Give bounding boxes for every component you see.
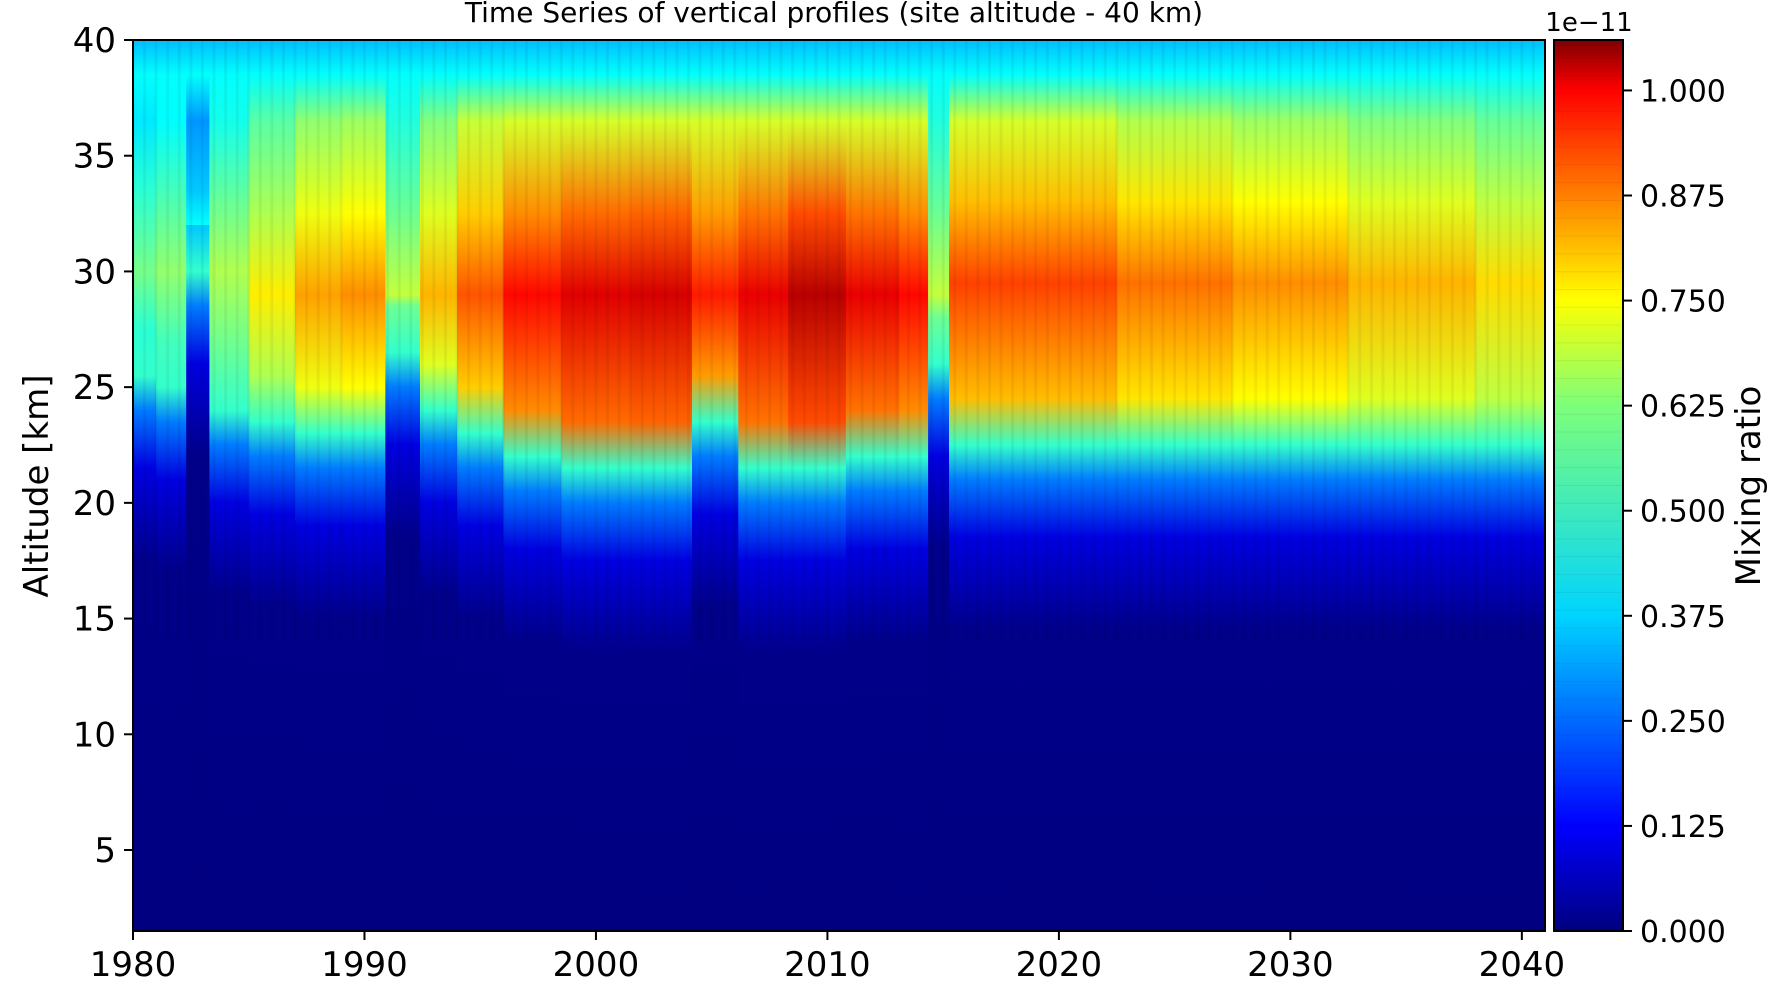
x-tick-label: 2020 xyxy=(1016,945,1103,985)
contour-column xyxy=(630,40,693,931)
y-tick-label: 5 xyxy=(94,831,116,871)
chart-title: Time Series of vertical profiles (site a… xyxy=(464,0,1203,29)
colorbar-tick-label: 0.625 xyxy=(1640,390,1726,425)
contour-column xyxy=(133,40,157,931)
contour-column xyxy=(420,40,458,931)
x-tick-label: 1990 xyxy=(321,945,408,985)
colorbar-tick-label: 0.500 xyxy=(1640,495,1726,530)
colorbar-tick-label: 0.375 xyxy=(1640,600,1726,635)
contour-column xyxy=(209,40,250,931)
x-axis: 1980 1990 2000 2010 2020 2030 2040 xyxy=(90,931,1565,985)
x-tick-label: 2030 xyxy=(1247,945,1334,985)
colorbar-tick-label: 1.000 xyxy=(1640,74,1726,109)
contour-column xyxy=(248,40,296,931)
contour-column xyxy=(1116,40,1234,931)
contour-column xyxy=(341,40,386,931)
contour-column xyxy=(899,40,929,931)
colorbar-ticks: 0.000 0.125 0.250 0.375 0.500 0.625 0.750 0.875… xyxy=(1623,74,1726,950)
contour-column xyxy=(845,40,900,931)
contour-column xyxy=(295,40,342,931)
colorbar-frame xyxy=(1553,39,1624,932)
contour-column xyxy=(561,40,632,931)
y-axis-label: Altitude [km] xyxy=(17,374,57,597)
y-tick-label: 25 xyxy=(73,368,116,408)
contour-column xyxy=(503,40,562,931)
contour-column xyxy=(692,40,739,931)
contour-column xyxy=(156,40,187,931)
contour-line-texture xyxy=(133,40,1535,642)
colorbar-tick-label: 0.750 xyxy=(1640,285,1726,320)
y-tick-label: 30 xyxy=(73,252,116,292)
contour-column xyxy=(738,40,789,931)
colorbar-level-bands xyxy=(1554,57,1623,914)
contour-column xyxy=(457,40,504,931)
x-tick-label: 1980 xyxy=(90,945,177,985)
plot-frame xyxy=(132,39,1546,932)
colorbar-label: Mixing ratio xyxy=(1729,386,1769,587)
contour-plot-area xyxy=(132,39,1546,932)
contour-column xyxy=(928,40,950,931)
y-tick-label: 10 xyxy=(73,715,116,755)
y-axis: 5 10 15 20 25 30 35 40 xyxy=(73,21,133,871)
colorbar-scale-label: 1e−11 xyxy=(1545,8,1632,38)
colorbar-tick-label: 0.000 xyxy=(1640,915,1726,950)
colorbar-tick-label: 0.250 xyxy=(1640,705,1726,740)
contour-column xyxy=(1232,40,1349,931)
contour-column xyxy=(788,40,847,931)
y-tick-label: 20 xyxy=(73,484,116,524)
contour-column xyxy=(1348,40,1477,931)
contour-column xyxy=(186,40,210,931)
contour-column xyxy=(949,40,1014,931)
y-tick-label: 15 xyxy=(73,600,116,640)
colorbar-tick-label: 0.875 xyxy=(1640,180,1726,215)
contour-column xyxy=(385,40,421,931)
x-tick-label: 2010 xyxy=(784,945,871,985)
x-tick-label: 2000 xyxy=(553,945,640,985)
colorbar-gradient xyxy=(1554,40,1623,931)
contour-column xyxy=(1475,40,1545,931)
x-tick-label: 2040 xyxy=(1479,945,1566,985)
y-tick-label: 35 xyxy=(73,137,116,177)
colorbar-tick-label: 0.125 xyxy=(1640,810,1726,845)
y-tick-label: 40 xyxy=(73,21,116,61)
colorbar: 0.000 0.125 0.250 0.375 0.500 0.625 0.750 0.875… xyxy=(1545,8,1769,950)
contour-column xyxy=(1012,40,1118,931)
